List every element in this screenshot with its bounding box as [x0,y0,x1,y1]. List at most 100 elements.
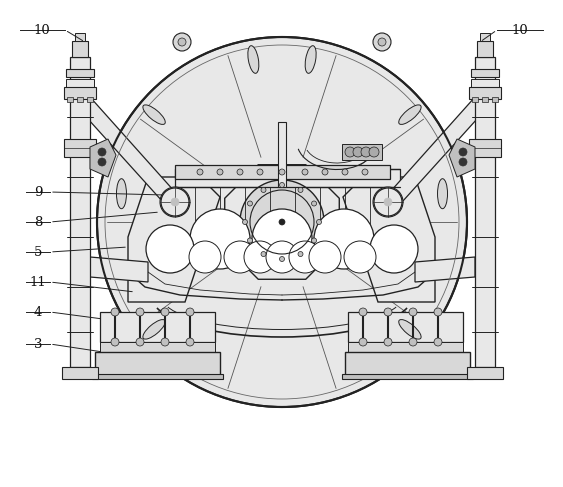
Circle shape [244,241,276,273]
Bar [67,97,73,102]
Circle shape [353,147,363,157]
Circle shape [98,148,106,156]
Ellipse shape [248,46,259,74]
Bar [62,367,98,379]
Ellipse shape [399,105,421,125]
Circle shape [161,338,169,346]
Circle shape [237,169,243,175]
Polygon shape [128,177,220,302]
Bar [471,79,499,87]
Bar [471,69,499,77]
Circle shape [186,308,194,316]
Text: 3: 3 [34,337,42,351]
Bar [64,87,96,99]
Bar [175,169,400,187]
Circle shape [344,241,376,273]
Circle shape [279,257,284,262]
Polygon shape [449,139,475,177]
Circle shape [146,225,194,273]
Circle shape [248,238,252,243]
Ellipse shape [117,179,127,209]
Text: 10: 10 [512,23,528,37]
Circle shape [384,198,392,206]
Bar [72,41,88,57]
Circle shape [298,187,303,192]
Bar [469,87,501,99]
Circle shape [252,209,312,269]
Circle shape [311,238,316,243]
Circle shape [171,198,179,206]
Circle shape [197,169,203,175]
Bar [480,33,490,41]
Circle shape [98,158,106,166]
Bar [77,97,83,102]
Circle shape [384,198,392,206]
Text: 4: 4 [34,305,42,318]
Circle shape [298,252,303,257]
Circle shape [178,38,186,46]
Bar [492,97,498,102]
Circle shape [160,187,190,217]
Circle shape [302,169,308,175]
Bar [477,41,493,57]
Circle shape [248,201,252,206]
Circle shape [378,38,386,46]
Polygon shape [342,144,382,160]
Circle shape [111,338,119,346]
Circle shape [279,169,285,175]
Bar [348,342,463,352]
Circle shape [136,308,144,316]
Circle shape [171,198,179,206]
Bar [100,342,215,352]
Bar [64,139,96,157]
Circle shape [384,308,392,316]
Circle shape [261,252,266,257]
Bar [482,97,488,102]
Bar [66,69,94,77]
Bar [278,122,286,187]
Bar [175,165,390,179]
Ellipse shape [143,319,166,339]
Circle shape [322,169,328,175]
Circle shape [459,158,467,166]
Polygon shape [225,165,339,279]
Bar [66,79,94,87]
Circle shape [97,37,467,407]
Text: 10: 10 [34,23,50,37]
Circle shape [311,201,316,206]
Circle shape [384,338,392,346]
Circle shape [434,338,442,346]
Circle shape [359,308,367,316]
Polygon shape [343,177,435,302]
Circle shape [289,241,321,273]
Bar [469,139,501,157]
Ellipse shape [143,105,166,125]
Bar [345,352,470,377]
Bar [475,57,495,367]
Circle shape [279,183,284,187]
Text: 8: 8 [34,216,42,228]
Circle shape [434,308,442,316]
Circle shape [409,308,417,316]
Circle shape [373,33,391,51]
Circle shape [369,147,379,157]
Bar [467,367,503,379]
Circle shape [240,180,324,264]
Ellipse shape [437,179,448,209]
Bar [342,374,473,379]
Bar [87,97,93,102]
Circle shape [189,241,221,273]
Circle shape [224,241,256,273]
Polygon shape [90,139,116,177]
Circle shape [279,219,285,225]
Circle shape [362,169,368,175]
Circle shape [373,187,403,217]
Circle shape [173,33,191,51]
Circle shape [345,147,355,157]
Circle shape [261,187,266,192]
Text: 9: 9 [34,186,42,199]
Circle shape [161,188,189,216]
Circle shape [266,241,298,273]
Bar [70,57,90,367]
Polygon shape [415,257,475,282]
